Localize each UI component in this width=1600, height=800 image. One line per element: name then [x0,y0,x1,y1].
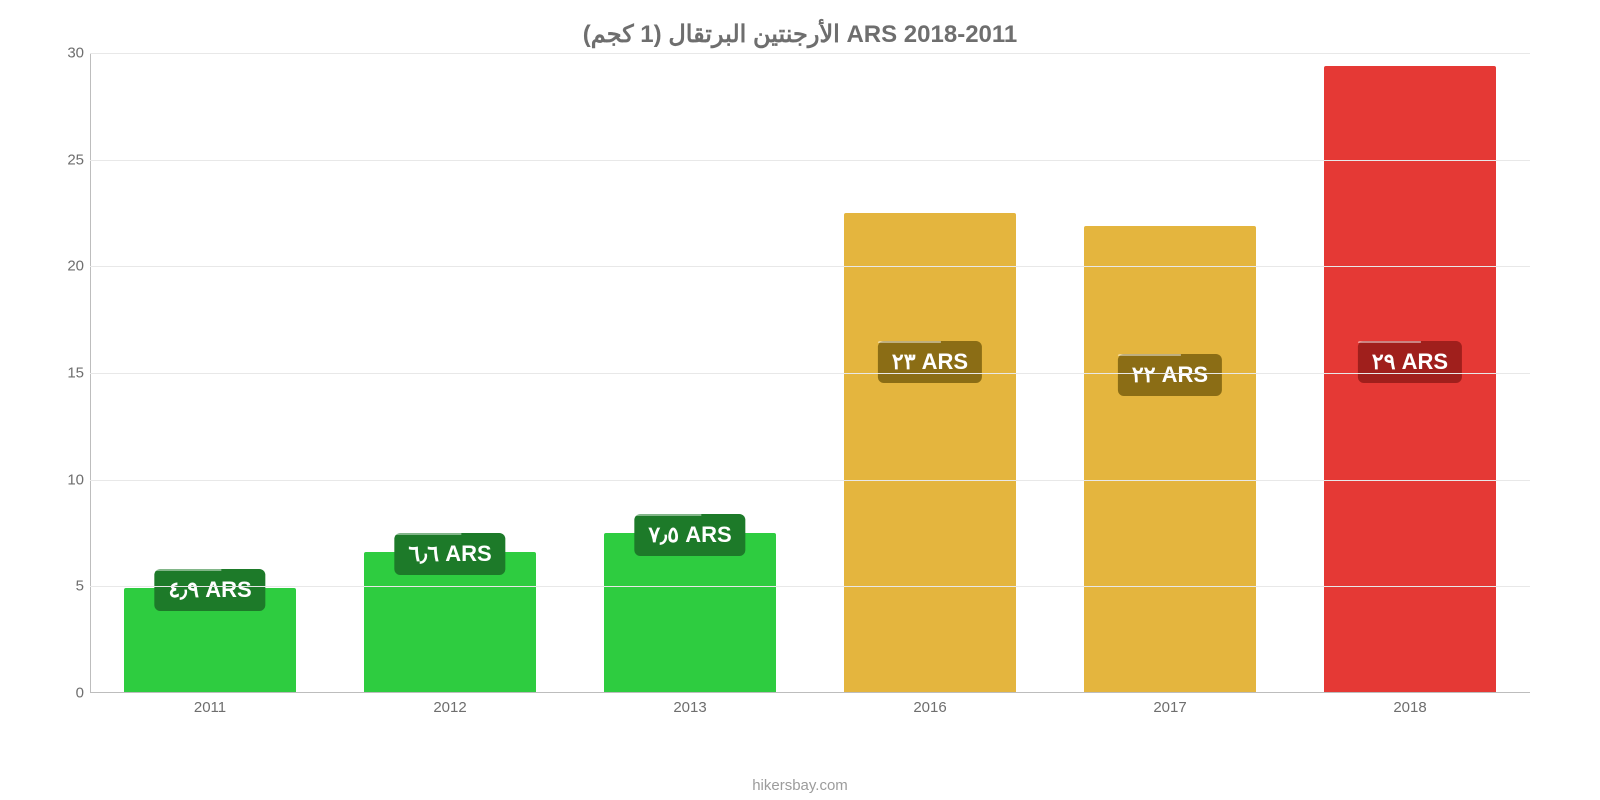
value-badge: ٢٢ ARS [1118,354,1222,396]
gridline [90,480,1530,481]
x-tick-label: 2011 [90,693,330,723]
gridline [90,266,1530,267]
bar [1084,226,1257,693]
value-badge: ٢٩ ARS [1358,341,1462,383]
value-badge: ٧٫٥ ARS [634,514,745,556]
value-badge: ٢٣ ARS [878,341,982,383]
bar [844,213,1017,693]
y-tick-label: 15 [44,365,84,382]
gridline [90,586,1530,587]
gridline [90,373,1530,374]
y-tick-label: 20 [44,258,84,275]
x-tick-label: 2018 [1290,693,1530,723]
y-tick-label: 0 [44,685,84,702]
y-tick-label: 25 [44,151,84,168]
chart-title: الأرجنتين البرتقال (1 كجم) ARS 2018-2011 [40,20,1560,49]
value-badge: ٤٫٩ ARS [154,569,265,611]
plot-area: ٤٫٩ ARS٦٫٦ ARS٧٫٥ ARS٢٣ ARS٢٢ ARS٢٩ ARS … [90,53,1530,693]
x-tick-label: 2017 [1050,693,1290,723]
value-badge: ٦٫٦ ARS [394,533,505,575]
chart-container: الأرجنتين البرتقال (1 كجم) ARS 2018-2011… [0,0,1600,800]
x-tick-label: 2013 [570,693,810,723]
y-tick-label: 10 [44,471,84,488]
y-tick-label: 30 [44,45,84,62]
gridline [90,53,1530,54]
y-tick-label: 5 [44,578,84,595]
attribution-text: hikersbay.com [0,777,1600,794]
bar [604,533,777,693]
x-tick-label: 2012 [330,693,570,723]
x-tick-label: 2016 [810,693,1050,723]
gridline [90,160,1530,161]
plot-region: ٤٫٩ ARS٦٫٦ ARS٧٫٥ ARS٢٣ ARS٢٢ ARS٢٩ ARS … [90,53,1530,723]
x-axis-labels: 201120122013201620172018 [90,693,1530,723]
